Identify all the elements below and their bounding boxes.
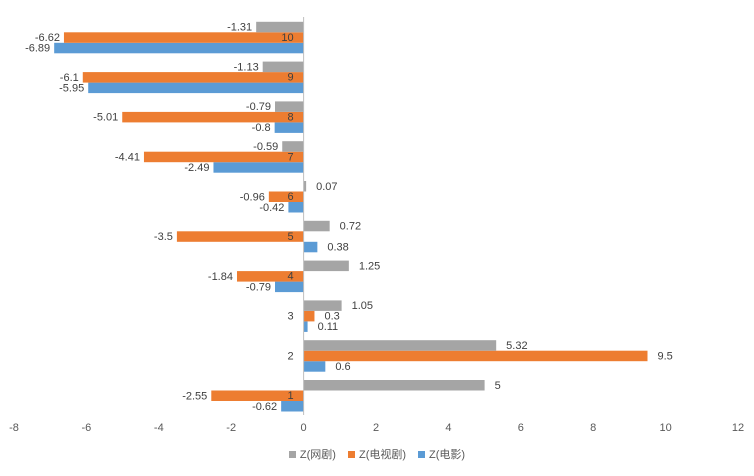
bar-Z(电视剧)-7 <box>143 151 304 163</box>
bar-Z(电影)-10 <box>54 42 304 54</box>
bar-Z(电视剧)-10 <box>63 32 304 43</box>
category-label: 4 <box>287 271 293 283</box>
bar-Z(电视剧)-5 <box>176 231 304 242</box>
bar-Z(电影)-7 <box>213 162 304 173</box>
legend-item-web-drama: Z(网剧) <box>288 446 336 462</box>
legend-swatch-movie <box>418 450 426 458</box>
category-label: 5 <box>287 231 293 243</box>
x-tick-label: -6 <box>82 422 92 434</box>
category-label: 2 <box>287 350 293 362</box>
data-label: -2.55 <box>182 390 207 402</box>
category-label: 8 <box>287 112 293 124</box>
category-label: 1 <box>287 390 293 402</box>
legend-swatch-web-drama <box>288 450 296 458</box>
bar-Z(电视剧)-3 <box>303 310 315 322</box>
category-label: 9 <box>287 72 293 84</box>
data-label: 9.5 <box>658 350 673 362</box>
data-label: 5.32 <box>506 340 527 352</box>
bar-Z(电影)-9 <box>88 82 304 94</box>
bar-Z(电视剧)-8 <box>122 111 304 123</box>
bar-Z(网剧)-2 <box>303 340 497 351</box>
legend: Z(网剧) Z(电视剧) Z(电影) <box>0 446 754 462</box>
data-label: -0.59 <box>253 141 278 153</box>
bar-Z(电影)-6 <box>288 202 304 213</box>
bars-layer <box>54 21 648 412</box>
x-tick-label: 0 <box>301 422 307 434</box>
x-tick-label: -4 <box>154 422 164 434</box>
data-label: -6.89 <box>25 43 50 55</box>
data-label: -0.62 <box>252 401 277 413</box>
bar-Z(电视剧)-4 <box>236 271 304 282</box>
data-label: 0.07 <box>316 181 337 193</box>
bar-Z(电影)-2 <box>303 361 326 372</box>
data-label: -3.5 <box>154 231 173 243</box>
x-tick-label: 2 <box>373 422 379 434</box>
bar-Z(电视剧)-2 <box>303 350 648 362</box>
labels-layer: -0.620.60.11-0.790.38-0.42-2.49-0.8-5.95… <box>25 22 673 413</box>
data-label: 5 <box>495 380 501 392</box>
data-label: -0.42 <box>259 202 284 214</box>
category-label: 10 <box>281 32 293 44</box>
category-label: 6 <box>287 191 293 203</box>
data-label: 0.6 <box>335 361 350 373</box>
x-tick-label: 10 <box>659 422 671 434</box>
data-label: -1.31 <box>227 22 252 34</box>
bar-Z(电视剧)-6 <box>268 191 304 202</box>
data-label: -0.79 <box>246 101 271 113</box>
data-label: 0.72 <box>340 221 361 233</box>
bar-Z(电影)-4 <box>275 281 304 293</box>
data-label: -6.62 <box>35 32 60 44</box>
x-tick-label: -8 <box>9 422 19 434</box>
legend-swatch-tv-drama <box>347 450 355 458</box>
data-label: -5.95 <box>59 82 84 94</box>
data-label: 0.11 <box>318 321 339 333</box>
bar-Z(电影)-8 <box>274 122 304 133</box>
legend-label-tv-drama: Z(电视剧) <box>358 449 407 461</box>
bar-Z(网剧)-9 <box>262 61 304 73</box>
legend-item-movie: Z(电影) <box>418 446 465 462</box>
bar-Z(电影)-1 <box>281 401 304 412</box>
data-label: -0.8 <box>252 122 271 134</box>
bar-Z(网剧)-8 <box>275 101 304 112</box>
data-label: -5.01 <box>93 112 118 124</box>
data-label: -2.49 <box>184 162 209 174</box>
data-label: 1.05 <box>352 300 373 312</box>
bar-Z(网剧)-1 <box>303 380 485 391</box>
data-label: -6.1 <box>60 72 79 84</box>
data-label: 0.38 <box>327 242 348 254</box>
data-label: -4.41 <box>115 151 140 163</box>
data-label: 0.3 <box>324 311 339 323</box>
data-label: -1.84 <box>208 271 233 283</box>
bar-Z(网剧)-3 <box>303 300 342 311</box>
bar-Z(网剧)-6 <box>303 181 307 192</box>
x-tick-label: 12 <box>732 422 744 434</box>
legend-item-tv-drama: Z(电视剧) <box>347 446 407 462</box>
bar-Z(电影)-5 <box>303 241 318 253</box>
bar-Z(网剧)-4 <box>303 260 349 272</box>
data-label: -0.79 <box>246 281 271 293</box>
data-label: 1.25 <box>359 260 380 272</box>
bar-Z(网剧)-7 <box>282 141 304 152</box>
x-tick-label: -2 <box>226 422 236 434</box>
x-tick-label: 6 <box>518 422 524 434</box>
category-label: 3 <box>287 311 293 323</box>
legend-label-web-drama: Z(网剧) <box>299 449 336 461</box>
data-label: -1.13 <box>234 61 259 73</box>
x-tick-label: 8 <box>590 422 596 434</box>
category-label: 7 <box>287 151 293 163</box>
bar-Z(电视剧)-1 <box>211 390 304 401</box>
data-label: -0.96 <box>240 191 265 203</box>
bar-Z(网剧)-10 <box>256 21 304 33</box>
bar-Z(电影)-3 <box>303 321 308 332</box>
legend-label-movie: Z(电影) <box>429 449 466 461</box>
bar-Z(电视剧)-9 <box>82 72 304 83</box>
x-tick-label: 4 <box>445 422 451 434</box>
bar-Z(网剧)-5 <box>303 220 330 232</box>
